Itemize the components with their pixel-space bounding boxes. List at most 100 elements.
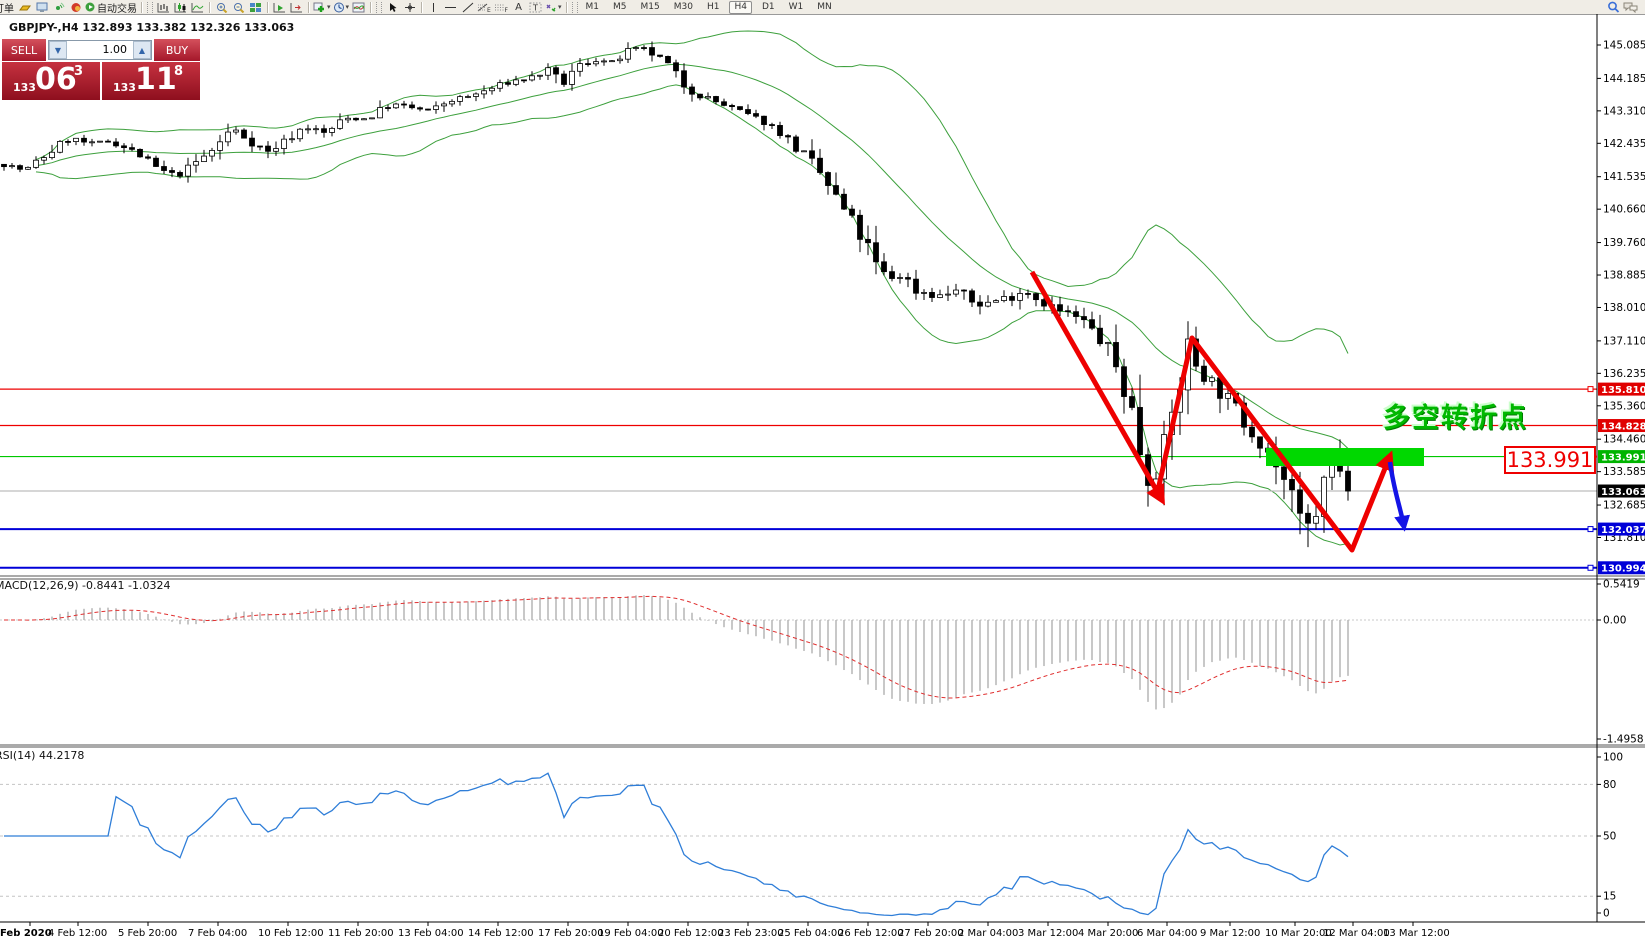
rsi-indicator-label: RSI(14) 44.2178 (0, 749, 85, 762)
time-label: 2 Mar 04:00 (958, 928, 1018, 939)
line-handle-marker[interactable] (1587, 564, 1594, 571)
volume-increase-button[interactable]: ▲ (133, 41, 151, 59)
svg-text:144.185: 144.185 (1603, 73, 1645, 85)
new-order-icon[interactable] (16, 1, 33, 14)
signals-icon[interactable] (50, 1, 67, 14)
text-label-tool-icon[interactable]: T (527, 1, 544, 14)
channel-grid-icon[interactable]: F (493, 1, 510, 14)
time-label: 23 Feb 23:00 (718, 928, 784, 939)
chat-icon[interactable] (1622, 1, 1639, 14)
tf-button-h1[interactable]: H1 (706, 1, 720, 12)
price-axis[interactable]: 145.085 144.185 143.310 142.435 141.535 140.6… (1587, 40, 1645, 920)
time-label: 4 Feb 12:00 (48, 928, 107, 939)
price-badge-134.828 (1598, 419, 1645, 433)
volume-value[interactable]: 1.00 (102, 43, 128, 56)
auto-scroll-icon[interactable] (271, 1, 288, 14)
time-label: 17 Feb 20:00 (538, 928, 604, 939)
svg-text:136.235: 136.235 (1603, 368, 1645, 380)
price-badge-133.991 (1598, 450, 1645, 464)
time-label: 14 Feb 12:00 (468, 928, 534, 939)
svg-text:135.810: 135.810 (1601, 385, 1645, 396)
orders-label[interactable]: 订单 (0, 3, 14, 15)
price-level-lines[interactable] (0, 388, 1597, 569)
one-click-trading-panel: SELL ▼ 1.00 ▲ BUY 133 06 3 133 11 8 (2, 39, 200, 100)
svg-text:143.310: 143.310 (1603, 105, 1645, 117)
highlight-zone-rect[interactable] (1266, 448, 1424, 466)
macd-histogram (11, 595, 1349, 710)
symbol-info: GBPJPY-,H4 132.893 133.382 132.326 133.0… (9, 21, 295, 34)
svg-text:100: 100 (1603, 752, 1623, 764)
svg-text:142.435: 142.435 (1603, 138, 1645, 150)
horizontal-line-icon[interactable] (442, 1, 459, 14)
tf-button-h4[interactable]: H4 (729, 0, 752, 14)
svg-text:E: E (487, 7, 491, 13)
line-handle-marker[interactable] (1587, 386, 1594, 393)
svg-text:145.085: 145.085 (1603, 40, 1645, 52)
volume-decrease-button[interactable]: ▼ (49, 41, 67, 59)
svg-text:134.460: 134.460 (1603, 434, 1645, 446)
line-handle-marker[interactable] (1587, 526, 1594, 533)
svg-text:T: T (532, 3, 538, 12)
templates-icon[interactable] (350, 1, 367, 14)
time-label: 10 Feb 12:00 (258, 928, 324, 939)
turning-point-annotation[interactable]: 多空转折点 (1383, 403, 1528, 434)
candlestick-chart-icon[interactable] (172, 1, 189, 14)
tf-button-m5[interactable]: M5 (613, 1, 627, 12)
chart-shift-icon[interactable] (288, 1, 305, 14)
vertical-line-icon[interactable] (425, 1, 442, 14)
tile-windows-icon[interactable] (247, 1, 264, 14)
blue-down-arrow[interactable] (1387, 461, 1411, 532)
crosshair-icon[interactable] (401, 1, 418, 14)
volume-spinner[interactable]: ▼ 1.00 ▲ (48, 40, 152, 60)
buy-price-display[interactable]: 133 11 8 (102, 62, 200, 100)
time-label: 25 Feb 04:00 (778, 928, 844, 939)
price-chart[interactable]: 145.085 144.185 143.310 142.435 141.535 140.6… (0, 14, 1645, 942)
text-tool-icon[interactable]: A (515, 1, 522, 13)
time-label: 5 Feb 20:00 (118, 928, 177, 939)
terminal-icon[interactable] (33, 1, 50, 14)
macd-indicator-label: MACD(12,26,9) -0.8441 -1.0324 (0, 579, 171, 592)
arrows-tool-icon[interactable]: ▾ (544, 1, 563, 14)
time-label: 20 Feb 12:00 (658, 928, 724, 939)
svg-text:130.994: 130.994 (1601, 564, 1645, 575)
market-icon[interactable] (67, 1, 84, 14)
red-down-arrow[interactable] (1029, 270, 1165, 506)
svg-text:50: 50 (1603, 831, 1616, 843)
svg-text:0.5419: 0.5419 (1603, 579, 1640, 591)
zoom-out-icon[interactable] (230, 1, 247, 14)
zoom-in-icon[interactable] (213, 1, 230, 14)
svg-text:138.010: 138.010 (1603, 302, 1645, 314)
price-callout-label[interactable]: 133.991 (1504, 446, 1596, 474)
tf-button-m1[interactable]: M1 (585, 1, 600, 12)
price-badge-132.037 (1598, 522, 1645, 536)
tf-button-w1[interactable]: W1 (788, 1, 804, 12)
red-zigzag-arrow[interactable] (1155, 335, 1395, 553)
time-label: 19 Feb 04:00 (598, 928, 664, 939)
time-label: 3 Mar 12:00 (1018, 928, 1078, 939)
buy-button[interactable]: BUY (154, 39, 200, 61)
tf-button-m15[interactable]: M15 (640, 1, 660, 12)
trendline-icon[interactable] (459, 1, 476, 14)
line-chart-icon[interactable] (189, 1, 206, 14)
tf-button-mn[interactable]: MN (817, 1, 832, 12)
cursor-icon[interactable] (384, 1, 401, 14)
time-label: 13 Mar 12:00 (1383, 928, 1450, 939)
sell-price-display[interactable]: 133 06 3 (2, 62, 100, 100)
fibonacci-icon[interactable]: E (476, 1, 493, 14)
trend-arrows[interactable] (1029, 270, 1411, 553)
timeframes-clock-icon[interactable]: ▾ (332, 1, 351, 14)
new-chart-icon[interactable]: ▾ (312, 1, 332, 14)
bar-chart-icon[interactable] (155, 1, 172, 14)
time-label: 27 Feb 20:00 (898, 928, 964, 939)
price-badge-135.810 (1598, 382, 1645, 396)
time-label: Feb 2020 (0, 928, 52, 939)
time-label: 13 Feb 04:00 (398, 928, 464, 939)
tf-button-d1[interactable]: D1 (761, 1, 775, 12)
search-icon[interactable] (1605, 1, 1622, 14)
time-label: 4 Mar 20:00 (1078, 928, 1138, 939)
autotrading-button[interactable]: 自动交易 (84, 1, 138, 14)
tf-button-m30[interactable]: M30 (673, 1, 693, 12)
sell-button[interactable]: SELL (2, 39, 46, 61)
